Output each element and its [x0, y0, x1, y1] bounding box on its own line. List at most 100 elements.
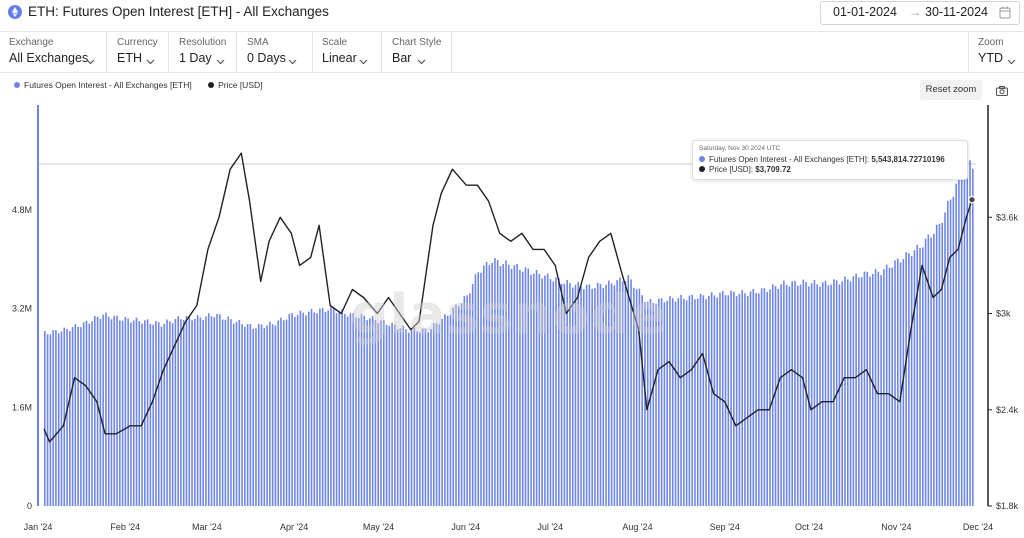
- oi-bar: [913, 250, 916, 506]
- oi-bar: [960, 172, 963, 506]
- oi-bar: [471, 284, 474, 506]
- x-axis-tick-label: Sep '24: [710, 522, 740, 532]
- date-range-picker[interactable]: 01-01-2024 → 30-11-2024: [820, 1, 1020, 25]
- left-axis-tick-label: 4.8M: [12, 205, 32, 215]
- x-axis-tick-label: May '24: [363, 522, 394, 532]
- oi-bar: [955, 183, 957, 506]
- oi-bar: [899, 262, 902, 506]
- oi-bar: [941, 222, 944, 506]
- oi-bar: [363, 315, 366, 506]
- oi-bar: [763, 288, 766, 506]
- oi-bar: [216, 314, 218, 506]
- date-to-input[interactable]: 30-11-2024: [925, 5, 989, 19]
- oi-bar: [232, 323, 235, 506]
- oi-bar: [169, 321, 171, 506]
- oi-bar: [77, 326, 79, 506]
- oi-bar: [927, 234, 930, 506]
- legend-swatch: [208, 82, 215, 88]
- oi-bar: [207, 313, 210, 506]
- oi-bar: [621, 281, 624, 506]
- oi-bar: [641, 295, 643, 506]
- x-axis-tick-label: Dec '24: [963, 522, 993, 532]
- oi-bar: [602, 287, 605, 506]
- oi-bar: [124, 316, 127, 506]
- oi-bar: [638, 288, 641, 506]
- oi-bar: [205, 316, 207, 506]
- oi-bar: [355, 317, 357, 506]
- oi-bar: [816, 284, 819, 506]
- date-range-arrow-icon: →: [909, 5, 921, 19]
- legend-item-price[interactable]: Price [USD]: [208, 80, 263, 90]
- camera-icon[interactable]: [996, 83, 1008, 101]
- oi-bar: [366, 320, 368, 506]
- oi-bar: [919, 248, 921, 506]
- currency-select[interactable]: Currency ETH: [108, 32, 169, 72]
- oi-bar: [905, 252, 907, 506]
- oi-bar: [869, 276, 871, 506]
- oi-bar: [552, 281, 555, 506]
- chart-style-select[interactable]: Chart Style Bar: [383, 32, 452, 72]
- oi-bar: [633, 287, 635, 506]
- oi-bar: [505, 260, 507, 506]
- oi-bar: [210, 316, 213, 506]
- oi-bar: [291, 313, 293, 506]
- oi-bar: [244, 327, 246, 506]
- chevron-down-icon: [216, 52, 225, 70]
- oi-bar: [780, 284, 782, 506]
- oi-bar: [227, 316, 229, 506]
- oi-bar: [924, 238, 927, 506]
- oi-bar: [324, 311, 327, 506]
- oi-bar: [666, 300, 668, 506]
- oi-bar: [74, 324, 77, 506]
- oi-bar: [435, 323, 438, 506]
- oi-bar: [727, 295, 730, 506]
- scale-select[interactable]: Scale Linear: [313, 32, 382, 72]
- currency-label: Currency: [117, 37, 158, 48]
- chevron-down-icon: [288, 52, 297, 70]
- oi-bar: [635, 289, 638, 506]
- date-from-input[interactable]: 01-01-2024: [833, 5, 897, 19]
- oi-bar: [177, 316, 179, 506]
- zoom-select[interactable]: Zoom YTD: [968, 32, 1024, 72]
- tooltip-oi-dot: [699, 156, 705, 162]
- oi-bar: [821, 282, 824, 506]
- oi-bar: [949, 199, 952, 506]
- oi-bar: [777, 288, 780, 506]
- oi-bar: [741, 289, 743, 506]
- oi-bar: [385, 324, 388, 506]
- legend-item-open-interest[interactable]: Futures Open Interest - All Exchanges [E…: [14, 80, 192, 90]
- tooltip-date: Saturday, Nov 30 2024 UTC: [699, 145, 781, 152]
- oi-bar: [702, 295, 705, 506]
- oi-bar: [538, 273, 541, 506]
- oi-bar: [730, 290, 732, 506]
- oi-bar: [855, 273, 857, 506]
- oi-bar: [138, 321, 141, 506]
- oi-bar: [660, 298, 663, 506]
- calendar-icon[interactable]: [999, 6, 1011, 24]
- oi-bar: [257, 323, 260, 506]
- oi-bar: [524, 267, 527, 506]
- oi-bar: [332, 308, 335, 506]
- oi-bar: [49, 334, 52, 506]
- oi-bar: [282, 320, 285, 506]
- oi-bar: [488, 265, 491, 506]
- left-axis-tick-label: 0: [27, 501, 32, 511]
- oi-bar: [374, 319, 377, 506]
- oi-bar: [844, 276, 846, 506]
- oi-bar: [255, 328, 257, 506]
- oi-bar: [921, 247, 924, 506]
- exchange-select[interactable]: Exchange All Exchanges: [0, 32, 107, 72]
- oi-bar: [157, 322, 160, 506]
- oi-bar: [310, 308, 313, 506]
- oi-bar: [583, 289, 585, 506]
- oi-bar: [963, 164, 966, 507]
- oi-bar: [280, 317, 282, 506]
- oi-bar: [510, 268, 513, 506]
- resolution-select[interactable]: Resolution 1 Day: [170, 32, 237, 72]
- x-axis-tick-label: Jun '24: [451, 522, 480, 532]
- sma-select[interactable]: SMA 0 Days: [238, 32, 313, 72]
- oi-bar: [174, 318, 177, 506]
- chart-style-value: Bar: [392, 51, 412, 65]
- oi-bar: [444, 314, 446, 506]
- reset-zoom-button[interactable]: Reset zoom: [920, 80, 982, 100]
